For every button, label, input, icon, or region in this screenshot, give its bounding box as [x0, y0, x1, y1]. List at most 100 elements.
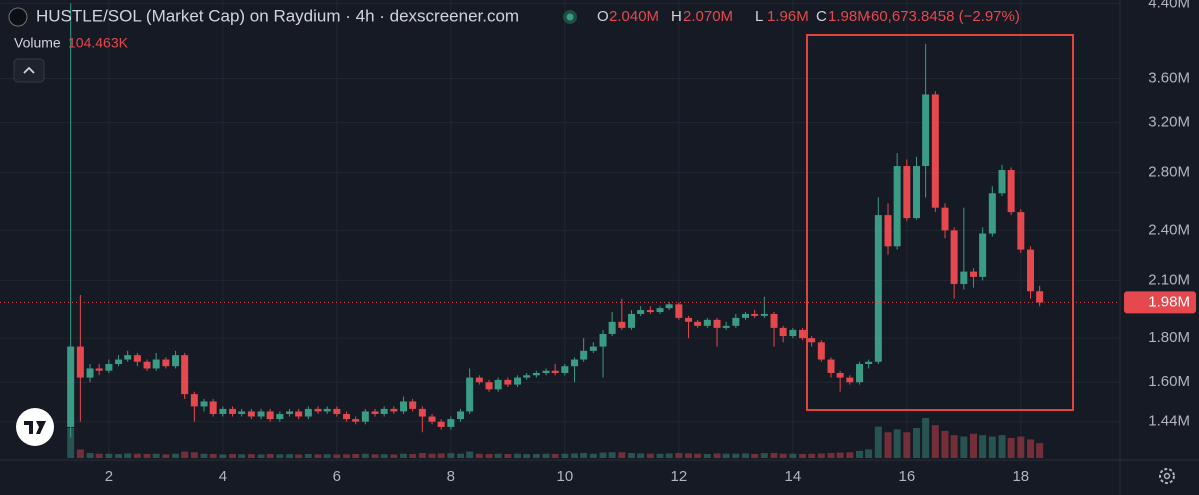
- settings-icon[interactable]: [1159, 468, 1175, 484]
- candle-body: [599, 333, 607, 347]
- volume-bar: [846, 452, 854, 458]
- volume-bar: [247, 454, 255, 458]
- candle-body: [172, 355, 180, 367]
- volume-bar: [400, 453, 408, 458]
- candle-body: [856, 363, 864, 383]
- volume-bar: [779, 453, 787, 458]
- volume-bar: [333, 454, 341, 458]
- volume-bar: [133, 453, 141, 458]
- candle-body: [827, 359, 835, 373]
- volume-bar: [238, 454, 246, 458]
- candle-body: [1017, 212, 1025, 250]
- volume-bar: [105, 453, 113, 458]
- candle-body: [799, 329, 807, 339]
- volume-bar: [646, 453, 654, 458]
- candle-body: [922, 94, 930, 167]
- volume-bar: [115, 454, 123, 458]
- volume-bar: [418, 453, 426, 458]
- volume-bar: [504, 454, 512, 458]
- candle-body: [874, 215, 882, 362]
- volume-bar: [628, 453, 636, 458]
- volume-bar: [304, 454, 312, 458]
- tv-logo[interactable]: [16, 408, 54, 446]
- candle-body: [437, 421, 445, 427]
- volume-bar: [437, 453, 445, 458]
- y-tick-label: 2.40M: [1148, 221, 1190, 238]
- candle-body: [343, 413, 351, 420]
- change-label: -60,673.8458 (−2.97%): [866, 8, 1020, 25]
- ohlc-value: 1.96M: [767, 8, 809, 25]
- volume-bar: [457, 453, 465, 458]
- volume-bar: [514, 453, 522, 458]
- y-tick-label: 3.60M: [1148, 70, 1190, 87]
- volume-bar: [874, 426, 882, 458]
- candle-body: [485, 382, 493, 390]
- x-tick-label: 2: [105, 468, 113, 485]
- y-tick-label: 4.40M: [1148, 0, 1190, 11]
- volume-bar: [561, 453, 569, 458]
- volume-bar: [152, 453, 160, 458]
- candle-body: [457, 411, 465, 420]
- volume-bar: [817, 453, 825, 458]
- collapse-icon: [23, 66, 35, 74]
- candle-body: [732, 317, 740, 326]
- volume-bar: [276, 454, 284, 458]
- candle-body: [466, 377, 474, 412]
- candle-body: [304, 408, 312, 417]
- candle-body: [637, 310, 645, 314]
- candle-body: [152, 359, 160, 369]
- candle-body: [970, 271, 978, 277]
- volume-bar: [913, 428, 921, 458]
- candle-body: [475, 377, 483, 383]
- volume-bar: [979, 435, 987, 458]
- collapse-button[interactable]: [13, 58, 45, 83]
- candle-body: [589, 346, 597, 351]
- candle-body: [665, 304, 673, 309]
- candle-body: [865, 361, 873, 364]
- last-price-label: 1.98M: [1148, 293, 1190, 310]
- y-tick-label: 1.60M: [1148, 373, 1190, 390]
- volume-bar: [789, 453, 797, 458]
- candle-body: [67, 346, 75, 427]
- volume-bar: [865, 449, 873, 458]
- candle-body: [124, 355, 132, 360]
- candle-body: [542, 370, 550, 373]
- candle-body: [580, 350, 588, 360]
- volume-bar: [742, 453, 750, 458]
- volume-bar: [903, 432, 911, 458]
- volume-bar: [970, 433, 978, 458]
- candle-body: [409, 401, 417, 409]
- volume-bar: [732, 453, 740, 458]
- ohlc-value: 1.98M: [828, 8, 870, 25]
- x-tick-label: 6: [333, 468, 341, 485]
- candle-body: [618, 321, 626, 328]
- candle-body: [789, 329, 797, 337]
- volume-bar: [751, 454, 759, 458]
- volume-bar: [200, 453, 208, 458]
- volume-bar: [760, 453, 768, 458]
- volume-bar: [1027, 439, 1035, 458]
- volume-bar: [551, 454, 559, 458]
- volume-bar: [884, 432, 892, 458]
- tv-logo-mark: [24, 421, 46, 434]
- candle-body: [893, 166, 901, 247]
- volume-bar: [323, 454, 331, 458]
- candle-body: [428, 416, 436, 422]
- candle-body: [532, 372, 540, 376]
- candle-body: [571, 359, 579, 367]
- candle-body: [133, 355, 141, 362]
- volume-bar: [409, 454, 417, 458]
- x-tick-label: 4: [219, 468, 227, 485]
- candle-body: [115, 359, 123, 364]
- candle-body: [390, 408, 398, 412]
- y-tick-label: 2.80M: [1148, 164, 1190, 181]
- volume-bar: [637, 453, 645, 458]
- volume-bar: [608, 452, 616, 458]
- candle-body: [808, 338, 816, 343]
- volume-bar: [190, 452, 198, 458]
- candle-body: [551, 370, 559, 373]
- volume-bar: [380, 454, 388, 458]
- candle-body: [314, 408, 322, 412]
- volume-bar: [960, 436, 968, 458]
- volume-bar: [371, 454, 379, 458]
